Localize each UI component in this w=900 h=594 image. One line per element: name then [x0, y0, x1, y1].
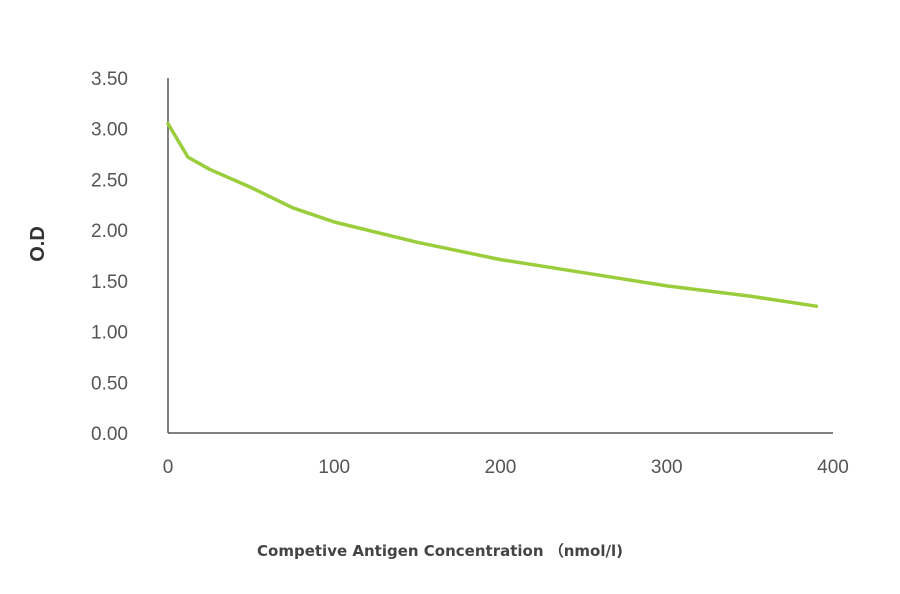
y-tick-label: 0.00 [91, 424, 128, 445]
y-tick-label: 1.00 [91, 323, 128, 344]
x-axis-label: Competive Antigen Concentration （nmol/l) [257, 542, 623, 560]
y-tick-label: 3.00 [91, 120, 128, 141]
x-axis-ticks: 0 100 200 300 400 [163, 457, 849, 478]
series-layer [166, 121, 819, 308]
x-tick-label: 0 [163, 457, 174, 478]
x-tick-label: 300 [651, 457, 683, 478]
series-line [166, 121, 819, 308]
y-tick-label: 1.50 [91, 272, 128, 293]
y-tick-label: 2.00 [91, 221, 128, 242]
x-tick-label: 400 [817, 457, 849, 478]
x-tick-label: 100 [318, 457, 350, 478]
y-tick-label: 3.50 [91, 69, 128, 90]
y-tick-label: 0.50 [91, 373, 128, 394]
y-axis-label: O.D [27, 226, 49, 262]
x-tick-label: 200 [485, 457, 517, 478]
y-tick-label: 2.50 [91, 170, 128, 191]
y-axis-ticks: 0.00 0.50 1.00 1.50 2.00 2.50 3.00 3.50 [91, 69, 128, 445]
